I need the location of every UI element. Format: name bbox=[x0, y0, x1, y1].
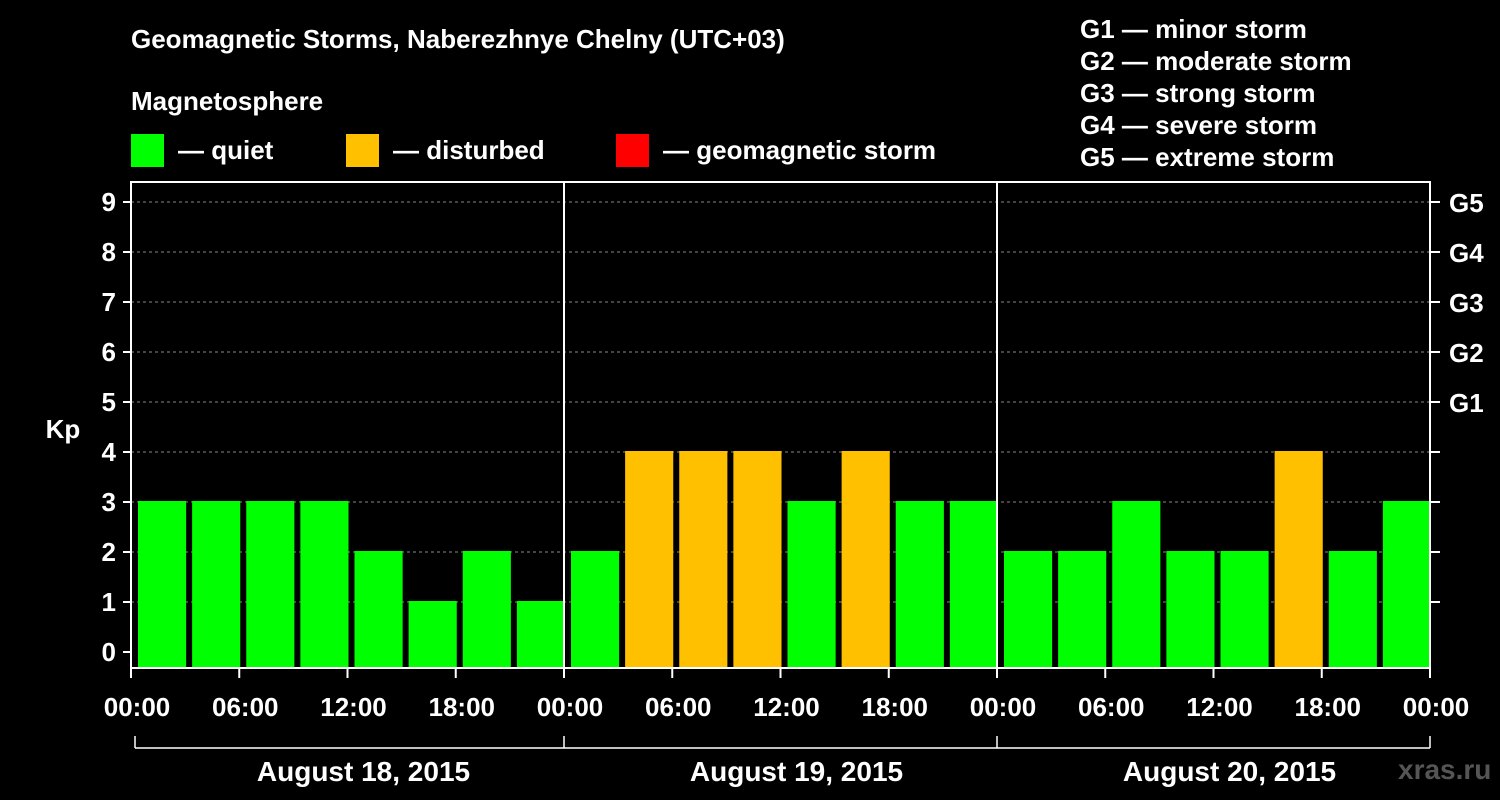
y-tick-label-3: 3 bbox=[102, 487, 116, 517]
storm-scale-g3: G3 — strong storm bbox=[1080, 78, 1316, 108]
legend-label-storm: — geomagnetic storm bbox=[663, 134, 937, 165]
storm-scale-g5: G5 — extreme storm bbox=[1080, 142, 1335, 172]
y-tick-label-9: 9 bbox=[102, 187, 116, 217]
day-label-2: August 19, 2015 bbox=[690, 756, 903, 787]
bar-7 bbox=[462, 551, 511, 668]
legend-label-disturbed: — disturbed bbox=[393, 134, 545, 165]
legend-swatch-storm bbox=[616, 133, 649, 167]
x-tick-label-7: 18:00 bbox=[862, 692, 929, 722]
bar-3 bbox=[246, 501, 295, 668]
y-tick-label-7: 7 bbox=[102, 287, 116, 317]
right-axis-label-g4: G4 bbox=[1449, 238, 1484, 268]
bar-12 bbox=[733, 451, 782, 668]
bar-13 bbox=[787, 501, 836, 668]
y-tick-label-1: 1 bbox=[102, 587, 116, 617]
bar-19 bbox=[1112, 501, 1161, 668]
y-tick-label-2: 2 bbox=[102, 537, 116, 567]
bar-18 bbox=[1058, 551, 1107, 668]
bar-1 bbox=[138, 501, 187, 668]
bar-24 bbox=[1382, 501, 1431, 668]
legend-swatch-disturbed bbox=[346, 133, 379, 167]
right-axis-label-g5: G5 bbox=[1449, 188, 1484, 218]
y-tick-label-5: 5 bbox=[102, 387, 116, 417]
bar-16 bbox=[949, 501, 998, 668]
x-tick-label-10: 12:00 bbox=[1186, 692, 1253, 722]
right-axis-label-g3: G3 bbox=[1449, 288, 1484, 318]
legend-item-disturbed: — disturbed bbox=[346, 133, 545, 167]
day-label-1: August 18, 2015 bbox=[257, 756, 470, 787]
legend-item-quiet: — quiet bbox=[131, 133, 273, 167]
bar-2 bbox=[192, 501, 241, 668]
legend-item-storm: — geomagnetic storm bbox=[616, 133, 936, 167]
storm-scale-legend: G1 — minor storm G2 — moderate storm G3 … bbox=[1080, 13, 1352, 173]
x-tick-label-5: 06:00 bbox=[645, 692, 712, 722]
right-axis-label-g1: G1 bbox=[1449, 388, 1484, 418]
bar-20 bbox=[1166, 551, 1215, 668]
y-tick-label-8: 8 bbox=[102, 237, 116, 267]
x-tick-label-11: 18:00 bbox=[1295, 692, 1362, 722]
y-tick-label-4: 4 bbox=[102, 437, 117, 467]
bar-15 bbox=[895, 501, 944, 668]
storm-scale-g1: G1 — minor storm bbox=[1080, 14, 1307, 44]
bar-6 bbox=[408, 601, 457, 668]
legend-label-quiet: — quiet bbox=[178, 134, 274, 165]
legend-swatch-quiet bbox=[131, 133, 164, 167]
bar-9 bbox=[571, 551, 620, 668]
x-tick-label-12: 00:00 bbox=[1403, 692, 1470, 722]
chart-title: Geomagnetic Storms, Naberezhnye Chelny (… bbox=[131, 24, 785, 54]
x-tick-label-9: 06:00 bbox=[1078, 692, 1145, 722]
bar-14 bbox=[841, 451, 890, 668]
y-tick-label-6: 6 bbox=[102, 337, 116, 367]
bar-5 bbox=[354, 551, 403, 668]
bar-8 bbox=[516, 601, 565, 668]
x-tick-label-0: 00:00 bbox=[104, 692, 171, 722]
bar-23 bbox=[1328, 551, 1377, 668]
x-tick-label-8: 00:00 bbox=[970, 692, 1037, 722]
x-tick-label-1: 06:00 bbox=[212, 692, 279, 722]
watermark: xras.ru bbox=[1398, 754, 1492, 785]
x-tick-label-3: 18:00 bbox=[429, 692, 496, 722]
storm-scale-g4: G4 — severe storm bbox=[1080, 110, 1318, 140]
bar-10 bbox=[625, 451, 674, 668]
right-axis-label-g2: G2 bbox=[1449, 338, 1484, 368]
x-tick-label-6: 12:00 bbox=[753, 692, 820, 722]
y-axis-label: Kp bbox=[46, 414, 81, 444]
x-tick-label-2: 12:00 bbox=[320, 692, 387, 722]
y-tick-label-0: 0 bbox=[102, 637, 116, 667]
storm-scale-g2: G2 — moderate storm bbox=[1080, 46, 1352, 76]
x-tick-label-4: 00:00 bbox=[537, 692, 604, 722]
bar-4 bbox=[300, 501, 349, 668]
day-label-3: August 20, 2015 bbox=[1123, 756, 1336, 787]
bar-21 bbox=[1220, 551, 1269, 668]
chart-subtitle: Magnetosphere bbox=[131, 86, 324, 116]
bar-22 bbox=[1274, 451, 1323, 668]
bar-11 bbox=[679, 451, 728, 668]
bar-17 bbox=[1004, 551, 1053, 668]
